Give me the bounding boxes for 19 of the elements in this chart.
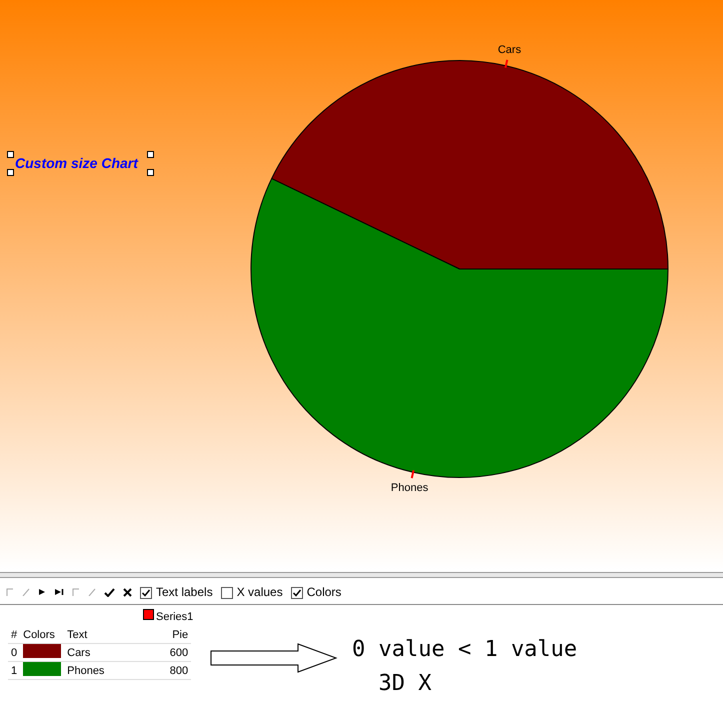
legend-label: Phones <box>64 662 130 680</box>
data-label: 800 <box>130 662 192 680</box>
text: 0 value < 1 value <box>352 637 578 662</box>
data-label: 600 <box>130 644 192 662</box>
slice-label: Cars <box>498 44 522 56</box>
text: Series1 <box>156 611 194 623</box>
legend-label: Cars <box>64 644 130 662</box>
text: Colors <box>306 585 342 599</box>
text: 0 <box>8 644 20 662</box>
text: Pie <box>130 627 192 644</box>
text: Colors <box>20 627 64 644</box>
text: 3D X <box>378 671 432 696</box>
text: Custom size Chart <box>15 155 138 171</box>
slice-label: Phones <box>390 482 429 494</box>
text: 1 <box>8 662 20 680</box>
text: # <box>8 627 20 644</box>
text: Text <box>64 627 130 644</box>
text: Text labels <box>156 585 213 599</box>
text: X values <box>236 585 283 599</box>
